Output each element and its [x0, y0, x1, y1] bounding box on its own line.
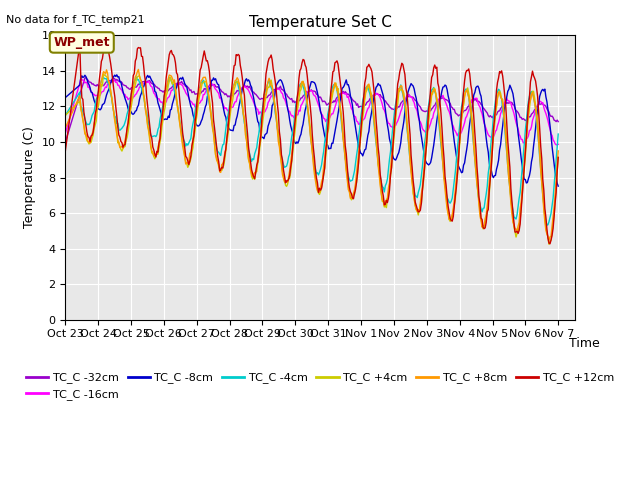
- TC_C +8cm: [425, 114, 433, 120]
- TC_C +4cm: [270, 96, 278, 102]
- TC_C -8cm: [510, 98, 518, 104]
- Y-axis label: Temperature (C): Temperature (C): [23, 127, 36, 228]
- TC_C -4cm: [362, 85, 370, 91]
- TC_C -4cm: [339, 127, 346, 133]
- Line: TC_C -16cm: TC_C -16cm: [65, 78, 558, 145]
- Line: TC_C -32cm: TC_C -32cm: [65, 78, 558, 142]
- TC_C -32cm: [82, 75, 90, 81]
- TC_C -32cm: [554, 119, 562, 124]
- Line: TC_C +8cm: TC_C +8cm: [65, 70, 558, 240]
- Line: TC_C +12cm: TC_C +12cm: [65, 44, 558, 244]
- TC_C +8cm: [362, 87, 370, 93]
- TC_C -16cm: [554, 142, 562, 147]
- TC_C +12cm: [76, 41, 84, 47]
- TC_C -16cm: [339, 91, 346, 96]
- TC_C -4cm: [510, 214, 518, 220]
- TC_C -16cm: [425, 126, 433, 132]
- TC_C +4cm: [545, 241, 553, 247]
- TC_C -4cm: [543, 222, 551, 228]
- TC_C -16cm: [61, 130, 69, 136]
- TC_C -16cm: [554, 142, 561, 148]
- Line: TC_C -4cm: TC_C -4cm: [65, 77, 558, 225]
- TC_C +12cm: [554, 155, 562, 160]
- TC_C +12cm: [425, 106, 433, 112]
- TC_C +4cm: [339, 120, 346, 125]
- TC_C +4cm: [425, 120, 433, 125]
- TC_C -4cm: [425, 102, 433, 108]
- TC_C +4cm: [362, 90, 370, 96]
- TC_C -16cm: [216, 95, 223, 101]
- TC_C -16cm: [510, 111, 518, 117]
- TC_C -32cm: [510, 102, 518, 108]
- TC_C -8cm: [425, 162, 433, 168]
- TC_C +4cm: [216, 166, 223, 172]
- TC_C -16cm: [77, 75, 84, 81]
- TC_C +4cm: [510, 224, 518, 230]
- TC_C +12cm: [61, 148, 69, 154]
- TC_C -4cm: [132, 74, 140, 80]
- TC_C +8cm: [216, 169, 223, 175]
- TC_C +8cm: [270, 99, 278, 105]
- TC_C -4cm: [216, 151, 223, 157]
- TC_C -4cm: [61, 112, 69, 118]
- TC_C -8cm: [270, 96, 278, 102]
- TC_C +12cm: [546, 241, 554, 247]
- TC_C +4cm: [100, 71, 108, 77]
- TC_C -32cm: [425, 109, 433, 115]
- Line: TC_C -8cm: TC_C -8cm: [65, 75, 558, 186]
- TC_C +8cm: [510, 222, 518, 228]
- TC_C -4cm: [270, 101, 278, 107]
- TC_C -8cm: [216, 88, 223, 94]
- TC_C +12cm: [216, 168, 223, 174]
- TC_C +12cm: [270, 72, 278, 77]
- Legend: TC_C -32cm, TC_C -16cm, TC_C -8cm, TC_C -4cm, TC_C +4cm, TC_C +8cm, TC_C +12cm: TC_C -32cm, TC_C -16cm, TC_C -8cm, TC_C …: [22, 368, 618, 404]
- TC_C -8cm: [362, 146, 370, 152]
- TC_C -4cm: [554, 131, 562, 137]
- TC_C -8cm: [339, 85, 346, 91]
- TC_C -16cm: [362, 111, 370, 117]
- TC_C -8cm: [113, 72, 121, 78]
- TC_C -32cm: [61, 139, 69, 145]
- TC_C +8cm: [339, 123, 346, 129]
- TC_C +12cm: [510, 220, 518, 226]
- TC_C +12cm: [339, 99, 346, 105]
- TC_C +8cm: [545, 238, 553, 243]
- X-axis label: Time: Time: [570, 337, 600, 350]
- TC_C +8cm: [134, 67, 142, 72]
- TC_C -32cm: [339, 90, 346, 96]
- TC_C -8cm: [554, 183, 562, 189]
- TC_C +12cm: [362, 75, 370, 81]
- Title: Temperature Set C: Temperature Set C: [248, 15, 392, 30]
- TC_C +8cm: [554, 148, 562, 154]
- Line: TC_C +4cm: TC_C +4cm: [65, 74, 558, 244]
- TC_C +4cm: [554, 155, 562, 160]
- TC_C -16cm: [270, 88, 278, 94]
- TC_C +4cm: [61, 112, 69, 118]
- Text: No data for f_TC_temp21: No data for f_TC_temp21: [6, 14, 145, 25]
- TC_C +8cm: [61, 125, 69, 131]
- TC_C -32cm: [362, 102, 370, 108]
- TC_C -8cm: [61, 95, 69, 100]
- TC_C -32cm: [216, 86, 223, 92]
- Text: WP_met: WP_met: [54, 36, 110, 49]
- TC_C -32cm: [270, 86, 278, 92]
